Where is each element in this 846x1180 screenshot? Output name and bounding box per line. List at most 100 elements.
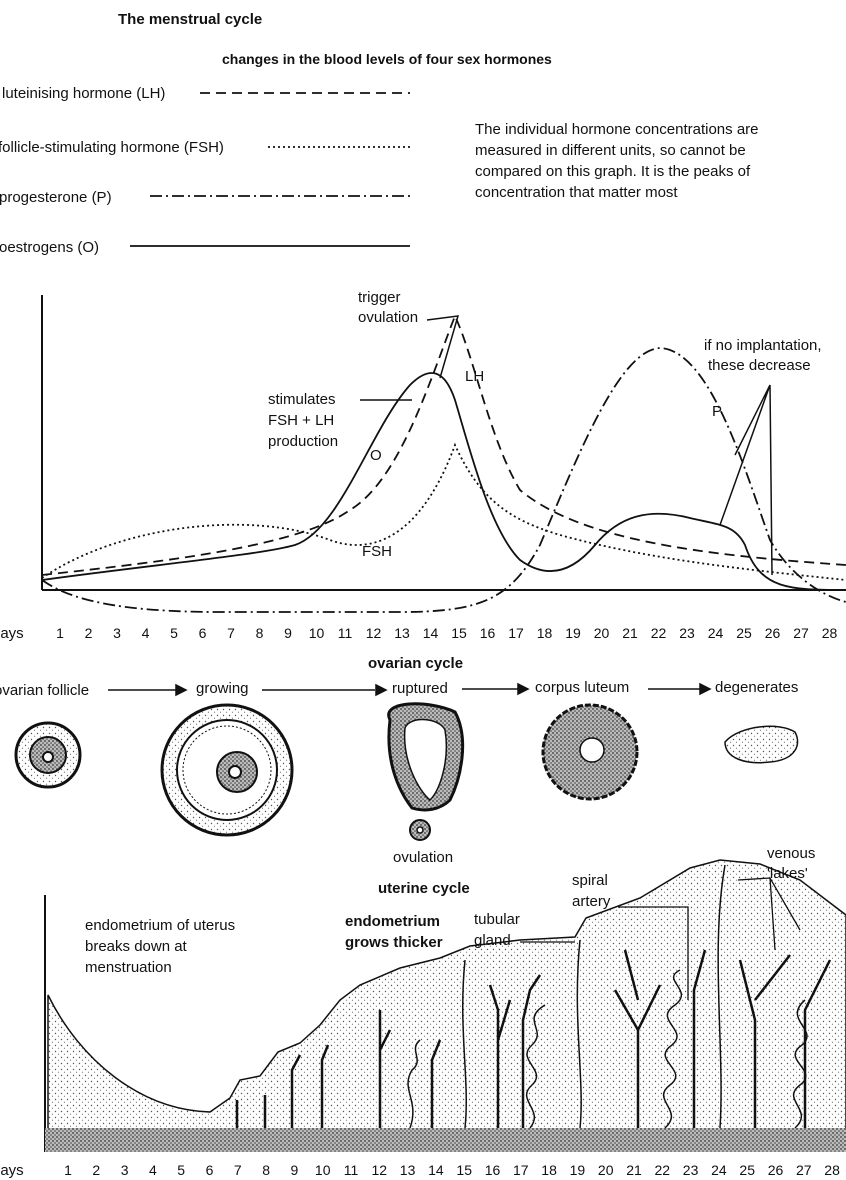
- day-label: 28: [824, 1162, 840, 1178]
- day-label: 12: [366, 625, 382, 641]
- day-label: 4: [142, 625, 150, 641]
- stage-label: ruptured: [392, 680, 448, 697]
- day-label: 4: [149, 1162, 157, 1178]
- curve-label: P: [712, 403, 722, 420]
- follicle-drawings: [16, 704, 798, 840]
- day-label: 19: [565, 625, 581, 641]
- day-label: 14: [423, 625, 439, 641]
- stage-label: ovulation: [393, 849, 453, 866]
- section-heading: ovarian cycle: [368, 655, 463, 672]
- day-label: 16: [480, 625, 496, 641]
- day-label: 3: [113, 625, 121, 641]
- day-label: 9: [291, 1162, 299, 1178]
- day-label: 3: [121, 1162, 129, 1178]
- note: compared on this graph. It is the peaks …: [475, 163, 751, 180]
- day-label: 17: [508, 625, 524, 641]
- p-curve: [42, 348, 846, 612]
- day-label: 20: [598, 1162, 614, 1178]
- day-label: 21: [622, 625, 638, 641]
- day-label: 1: [56, 625, 64, 641]
- day-label: 8: [256, 625, 264, 641]
- annotation: if no implantation,: [704, 337, 822, 354]
- title: The menstrual cycle: [118, 11, 262, 28]
- day-label: 9: [284, 625, 292, 641]
- stage-label: growing: [196, 680, 249, 697]
- stage-label: ovarian follicle: [0, 682, 89, 699]
- day-label: 1: [64, 1162, 72, 1178]
- day-label: 13: [394, 625, 410, 641]
- day-label: 15: [451, 625, 467, 641]
- day-label: 5: [177, 1162, 185, 1178]
- annotation: stimulates: [268, 391, 336, 408]
- figure: The menstrual cycle changes in the blood…: [0, 0, 846, 1180]
- page: The menstrual cycle changes in the blood…: [0, 0, 846, 1180]
- day-label: 24: [711, 1162, 727, 1178]
- day-label: 19: [570, 1162, 586, 1178]
- annotation: tubular: [474, 911, 520, 928]
- curve-label: FSH: [362, 543, 392, 560]
- annotation: grows thicker: [345, 934, 443, 951]
- annotation: FSH + LH: [268, 412, 334, 429]
- day-label: 16: [485, 1162, 501, 1178]
- legend-label: luteinising hormone (LH): [2, 85, 165, 102]
- day-label: 5: [170, 625, 178, 641]
- stage-label: degenerates: [715, 679, 798, 696]
- day-label: 18: [537, 625, 553, 641]
- day-label: 21: [626, 1162, 642, 1178]
- legend-label: follicle-stimulating hormone (FSH): [0, 139, 224, 156]
- day-label: 26: [765, 625, 781, 641]
- annotation: endometrium: [345, 913, 440, 930]
- section-heading: uterine cycle: [378, 880, 470, 897]
- annotation: menstruation: [85, 959, 172, 976]
- day-label: 27: [793, 625, 809, 641]
- day-label: 27: [796, 1162, 812, 1178]
- endometrium: [48, 860, 846, 1130]
- day-label: 13: [400, 1162, 416, 1178]
- annotation: artery: [572, 893, 611, 910]
- annotation: these decrease: [708, 357, 811, 374]
- annotation: breaks down at: [85, 938, 188, 955]
- day-label: 26: [768, 1162, 784, 1178]
- annotation: 'lakes': [767, 865, 808, 882]
- legend-label: oestrogens (O): [0, 239, 99, 256]
- lh-curve: [42, 316, 846, 575]
- legend-label: progesterone (P): [0, 189, 112, 206]
- day-label: 11: [344, 1162, 359, 1178]
- day-label: 10: [309, 625, 325, 641]
- day-label: 24: [708, 625, 724, 641]
- day-label: 7: [234, 1162, 242, 1178]
- day-label: 8: [262, 1162, 270, 1178]
- stage-label: corpus luteum: [535, 679, 629, 696]
- day-label: 10: [315, 1162, 331, 1178]
- day-label: 12: [372, 1162, 388, 1178]
- note: concentration that matter most: [475, 184, 678, 201]
- day-label: 11: [338, 625, 353, 641]
- day-label: 23: [679, 625, 695, 641]
- annotation: ovulation: [358, 309, 418, 326]
- day-labels: 1234567891011121314151617181920212223242…: [56, 625, 837, 641]
- day-label: 22: [651, 625, 667, 641]
- day-label: 25: [736, 625, 752, 641]
- o-curve: [42, 373, 846, 590]
- day-label: 25: [739, 1162, 755, 1178]
- day-label: 15: [456, 1162, 472, 1178]
- myometrium: [45, 1128, 846, 1152]
- annotation: endometrium of uterus: [85, 917, 235, 934]
- day-label: 14: [428, 1162, 444, 1178]
- day-label: 6: [206, 1162, 214, 1178]
- annotation: gland: [474, 932, 511, 949]
- day-label: 20: [594, 625, 610, 641]
- axis-label: days: [0, 1162, 24, 1179]
- axis-label: days: [0, 625, 24, 642]
- annotation: venous: [767, 845, 815, 862]
- subtitle: changes in the blood levels of four sex …: [222, 51, 552, 67]
- day-label: 2: [92, 1162, 100, 1178]
- day-label: 22: [655, 1162, 671, 1178]
- day-label: 17: [513, 1162, 529, 1178]
- annotation: spiral: [572, 872, 608, 889]
- note: measured in different units, so cannot b…: [475, 142, 746, 159]
- day-label: 23: [683, 1162, 699, 1178]
- curve-label: LH: [465, 368, 484, 385]
- curve-label: O: [370, 447, 382, 464]
